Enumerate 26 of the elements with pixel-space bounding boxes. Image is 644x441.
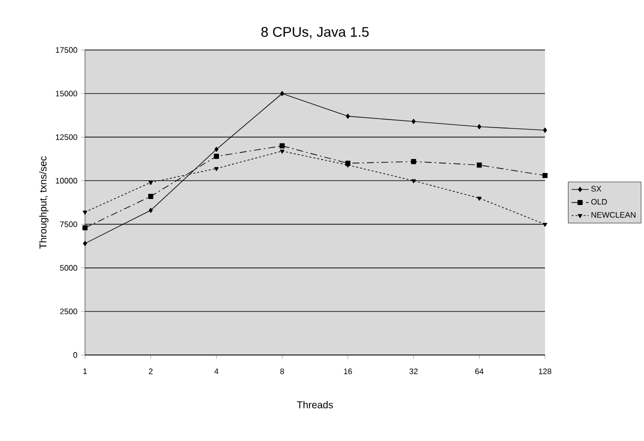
point (476, 162, 482, 168)
point (82, 210, 88, 215)
point (411, 179, 416, 184)
point (214, 167, 219, 172)
point (542, 222, 548, 227)
point (412, 118, 416, 124)
chart-title: 8 CPUs, Java 1.5 (261, 26, 369, 38)
point (543, 128, 547, 133)
point (345, 160, 350, 166)
point (280, 150, 284, 154)
point (214, 154, 219, 159)
point (477, 196, 482, 201)
point (346, 114, 350, 119)
y-axis-title: Throughput, txns/sec (39, 156, 48, 249)
point (214, 146, 218, 152)
point (82, 225, 88, 230)
point (148, 181, 153, 185)
point (411, 159, 416, 164)
point (280, 143, 285, 148)
point (148, 194, 154, 199)
point (477, 124, 482, 130)
point (542, 172, 548, 178)
point (148, 208, 153, 213)
x-axis-title: Threads (296, 401, 333, 408)
point (280, 91, 284, 96)
point (83, 240, 87, 246)
